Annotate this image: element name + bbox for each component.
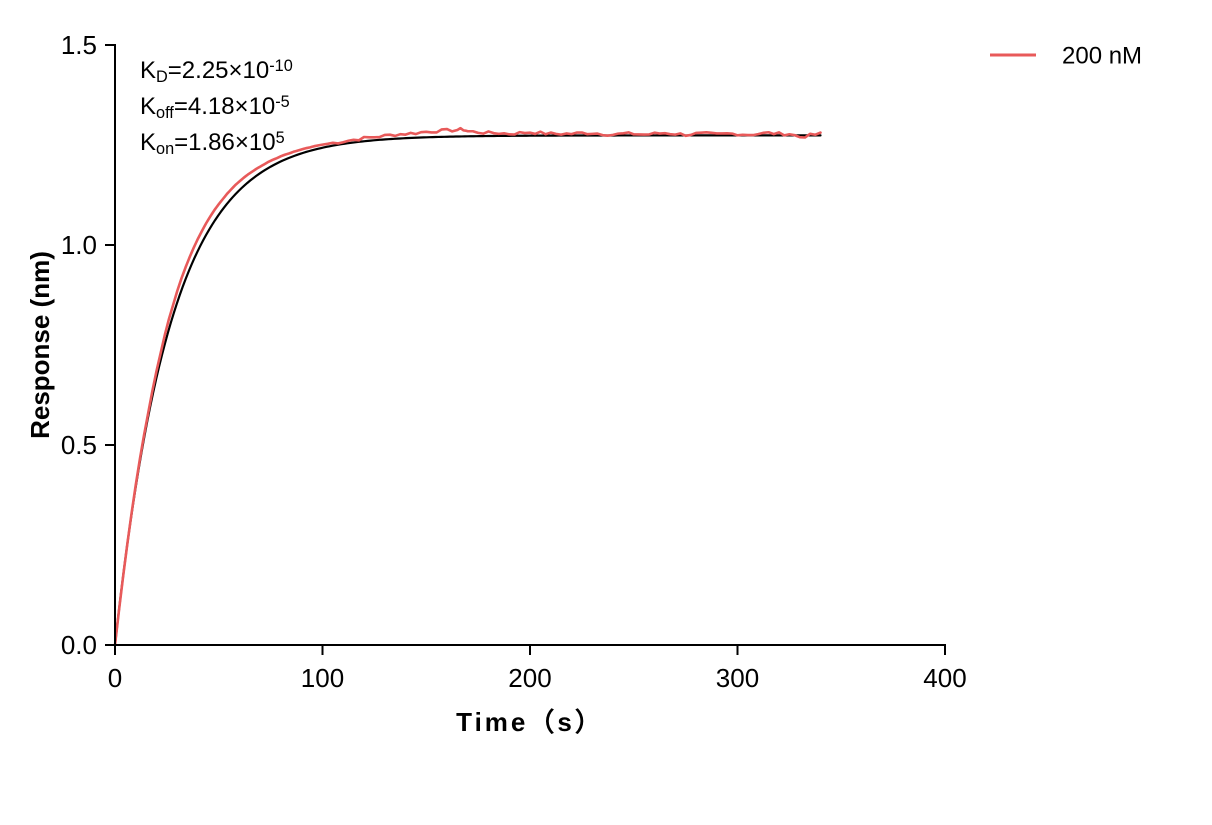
legend-label: 200 nM xyxy=(1062,42,1142,69)
x-tick-label: 300 xyxy=(716,663,759,693)
y-tick-label: 0.5 xyxy=(61,430,97,460)
y-tick-label: 1.5 xyxy=(61,30,97,60)
x-tick-label: 200 xyxy=(508,663,551,693)
binding-kinetics-chart: 0 100 200 300 400 Time（s） 0.0 0.5 1.0 1.5 Response… xyxy=(0,0,1212,825)
y-tick-label: 0.0 xyxy=(61,630,97,660)
x-axis-title: Time（s） xyxy=(456,707,604,737)
x-tick-label: 0 xyxy=(108,663,122,693)
x-tick-label: 400 xyxy=(923,663,966,693)
chart-background xyxy=(0,0,1212,825)
y-axis-title: Response (nm) xyxy=(25,251,55,439)
x-tick-label: 100 xyxy=(301,663,344,693)
y-tick-label: 1.0 xyxy=(61,230,97,260)
